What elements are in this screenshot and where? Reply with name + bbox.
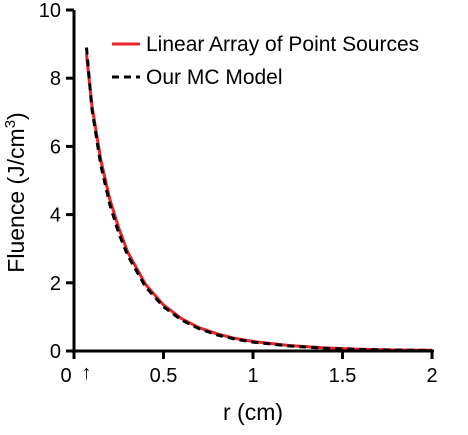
legend-label-linear-array: Linear Array of Point Sources [146, 33, 419, 56]
ticks-layer: 0 2 4 6 8 10 0 0.5 1 1.5 2 [39, 0, 438, 387]
series-layer [85, 47, 433, 352]
y-tick-label: 2 [50, 273, 61, 295]
legend: Linear Array of Point Sources Our MC Mod… [112, 33, 419, 89]
y-axis-title: Fluence (J/cm3) [2, 112, 29, 272]
y-tick-label: 10 [39, 0, 61, 22]
series-line-linear-array [85, 54, 433, 352]
y-tick-label: 4 [50, 205, 61, 227]
x-tick-label: 2 [426, 365, 437, 387]
x-tick-label: 1.5 [329, 365, 357, 387]
y-axis-title-superscript: 3 [2, 120, 19, 128]
x-axis-title: r (cm) [223, 399, 283, 425]
axes-layer [72, 10, 434, 353]
x-tick-label: 1 [247, 365, 258, 387]
y-axis-title-main: Fluence (J/cm [3, 128, 29, 272]
x-tick-label: 0.5 [150, 365, 178, 387]
y-tick-label: 8 [50, 68, 61, 90]
x-tick-label: 0 [60, 365, 71, 387]
legend-label-mc-model: Our MC Model [146, 66, 283, 89]
y-tick-label: 6 [50, 136, 61, 158]
source-position-arrow-icon: ↑ [82, 362, 92, 384]
series-line-mc-model [85, 47, 433, 352]
y-tick-label: 0 [50, 341, 61, 363]
y-axis-title-close: ) [3, 112, 29, 120]
